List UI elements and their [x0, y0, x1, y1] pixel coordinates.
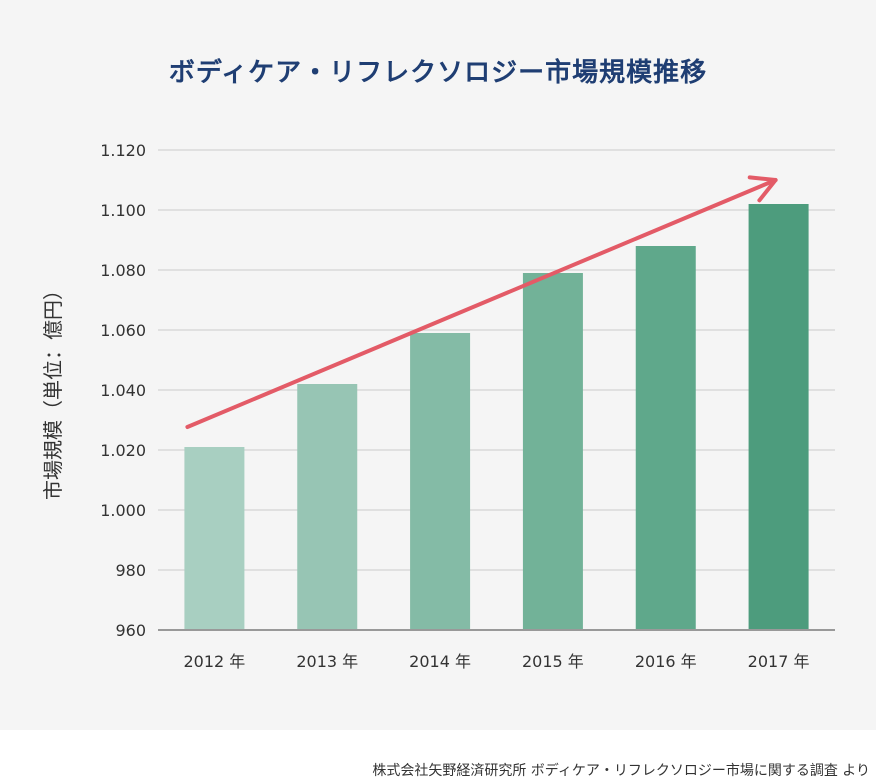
trend-arrow-head-icon	[747, 175, 778, 203]
bar	[410, 333, 471, 630]
y-tick-label: 1.040	[100, 381, 146, 400]
y-tick-label: 1.060	[100, 321, 146, 340]
gridlines	[158, 149, 835, 571]
y-tick-label: 1.120	[100, 141, 146, 160]
y-axis-label: 市場規模（単位：億円）	[41, 280, 65, 500]
bar	[748, 204, 809, 630]
source-note: 株式会社矢野経済研究所 ボディケア・リフレクソロジー市場に関する調査 より	[372, 763, 870, 779]
trend-arrow-line	[185, 178, 778, 429]
chart-title: ボディケア・リフレクソロジー市場規模推移	[168, 58, 708, 88]
bars	[184, 204, 809, 630]
y-tick-label: 980	[115, 561, 146, 580]
x-tick-label: 2014 年	[409, 652, 471, 671]
y-tick-label: 1.020	[100, 441, 146, 460]
x-tick-label: 2016 年	[635, 652, 697, 671]
x-tick-label: 2015 年	[522, 652, 584, 671]
y-axis-ticks: 960 980 1.000 1.020 1.040 1.060 1.080 1.100 1.12…	[100, 141, 146, 640]
x-tick-label: 2012 年	[184, 652, 246, 671]
x-tick-label: 2013 年	[296, 652, 358, 671]
bar	[522, 273, 583, 630]
bar	[297, 384, 358, 630]
x-axis-ticks: 2012 年 2013 年 2014 年 2015 年 2016 年 2017 年	[184, 652, 810, 671]
bar	[635, 246, 696, 630]
y-tick-label: 1.000	[100, 501, 146, 520]
y-tick-label: 1.100	[100, 201, 146, 220]
y-tick-label: 1.080	[100, 261, 146, 280]
y-tick-label: 960	[115, 621, 146, 640]
trend-arrow	[185, 175, 778, 429]
x-tick-label: 2017 年	[748, 652, 810, 671]
bar-chart: 960 980 1.000 1.020 1.040 1.060 1.080 1.100 1.12…	[41, 141, 835, 671]
bar	[184, 447, 245, 630]
